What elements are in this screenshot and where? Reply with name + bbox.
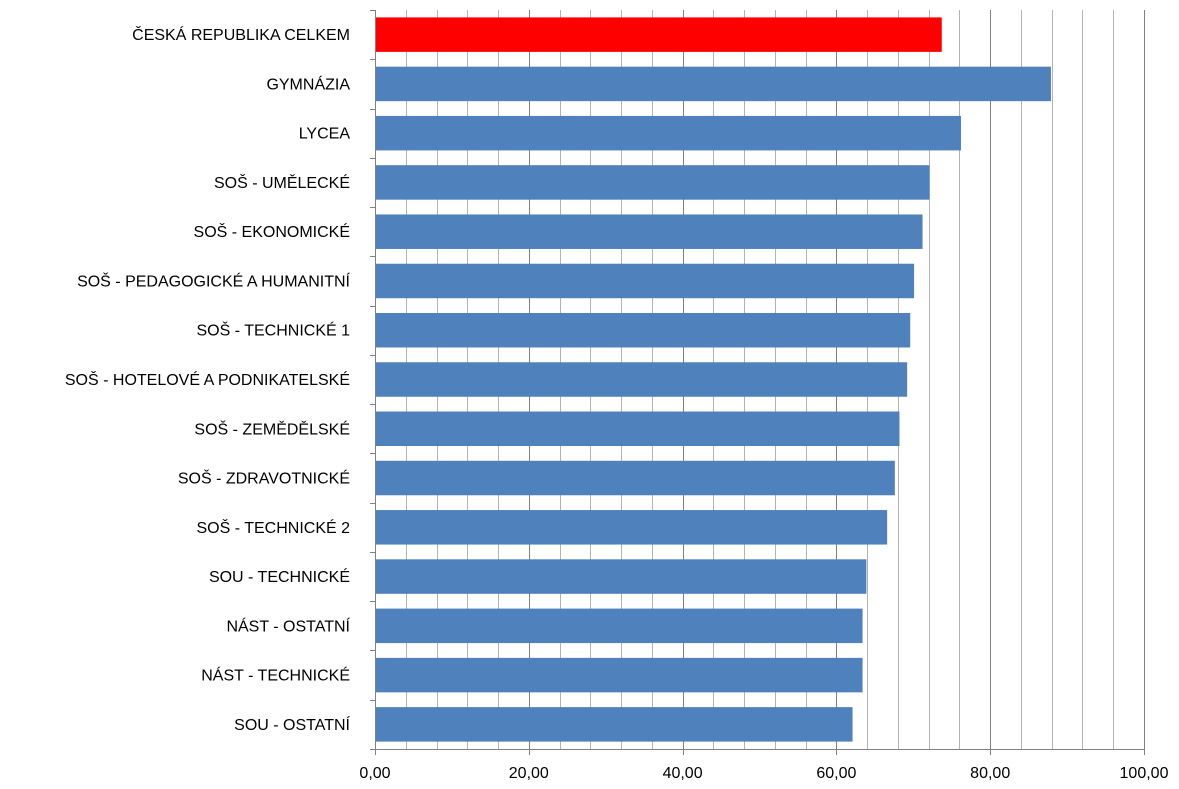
bar-14 xyxy=(376,657,863,693)
bar-10 xyxy=(376,460,895,496)
category-label: NÁST - OSTATNÍ xyxy=(226,616,350,635)
category-label: SOŠ - PEDAGOGICKÉ A HUMANITNÍ xyxy=(77,271,350,290)
category-label: SOU - OSTATNÍ xyxy=(234,715,350,734)
category-label: SOŠ - TECHNICKÉ 1 xyxy=(196,321,350,340)
x-tick-label: 20,00 xyxy=(509,765,549,782)
category-label: SOŠ - HOTELOVÉ A PODNIKATELSKÉ xyxy=(65,370,350,389)
bar-12 xyxy=(376,559,867,594)
category-label: GYMNÁZIA xyxy=(266,74,350,93)
bar-3 xyxy=(376,115,961,151)
bar-4 xyxy=(376,165,930,200)
bar-7 xyxy=(376,312,911,348)
category-label: SOŠ - ZEMĚDĚLSKÉ xyxy=(194,419,350,438)
bar-15 xyxy=(376,707,853,742)
category-label: LYCEA xyxy=(299,126,351,143)
bar-11 xyxy=(376,510,888,545)
bar-2 xyxy=(376,66,1051,102)
bar-5 xyxy=(376,214,923,249)
x-tick-labels: 0,00 20,00 40,00 60,00 80,00 100,00 xyxy=(359,765,1168,782)
category-label: NÁST - TECHNICKÉ xyxy=(201,666,350,685)
category-label: ČESKÁ REPUBLIKA CELKEM xyxy=(132,25,350,44)
x-tick-label: 80,00 xyxy=(970,765,1010,782)
x-tick-label: 40,00 xyxy=(663,765,703,782)
axes xyxy=(370,10,1145,755)
category-label: SOŠ - ZDRAVOTNICKÉ xyxy=(178,469,350,488)
category-label: SOŠ - UMĚLECKÉ xyxy=(214,173,350,192)
category-label: SOŠ - TECHNICKÉ 2 xyxy=(196,518,350,537)
category-label: SOŠ - EKONOMICKÉ xyxy=(194,222,350,241)
bar-8 xyxy=(376,362,908,397)
bar-9 xyxy=(376,411,900,447)
category-label: SOU - TECHNICKÉ xyxy=(209,567,350,586)
x-tick-label: 60,00 xyxy=(816,765,856,782)
bars xyxy=(376,17,1051,742)
x-tick-label: 0,00 xyxy=(359,765,390,782)
category-labels: ČESKÁ REPUBLIKA CELKEM GYMNÁZIA LYCEA SOŠ -… xyxy=(65,25,351,734)
bar-1 xyxy=(376,17,942,52)
bar-13 xyxy=(376,608,863,644)
x-tick-label: 100,00 xyxy=(1120,765,1169,782)
bar-6 xyxy=(376,263,915,299)
